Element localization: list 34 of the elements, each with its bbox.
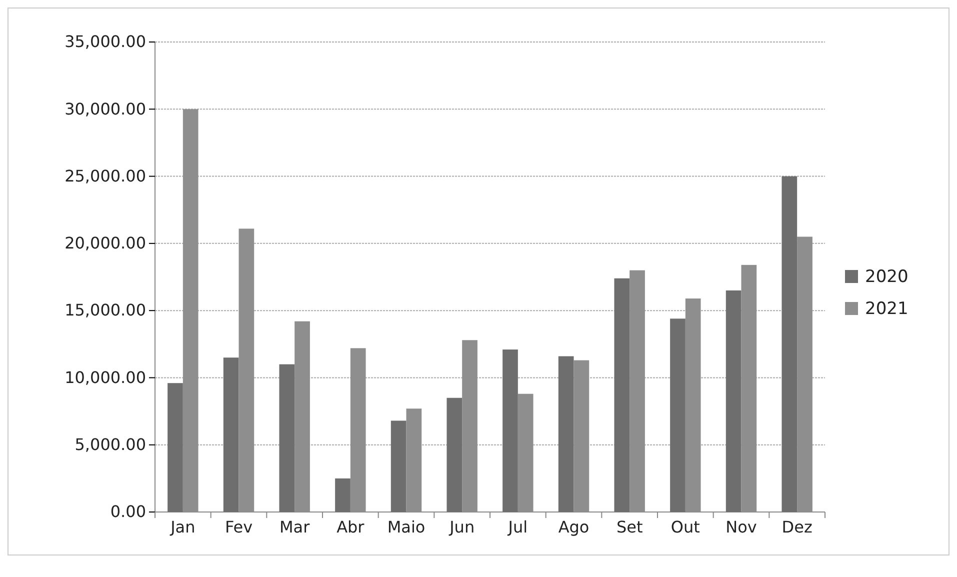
bar bbox=[335, 478, 350, 512]
y-tick-label: 0.00 bbox=[110, 502, 146, 522]
y-tick-label: 20,000.00 bbox=[64, 234, 146, 253]
x-tick-label: Dez bbox=[782, 518, 812, 537]
bar bbox=[558, 356, 574, 512]
bar bbox=[168, 383, 183, 512]
bar bbox=[223, 358, 239, 512]
y-tick-label: 5,000.00 bbox=[74, 434, 146, 454]
y-tick-label: 35,000.00 bbox=[64, 32, 146, 52]
bar bbox=[726, 290, 742, 512]
bar bbox=[446, 398, 462, 512]
x-tick-label: Jul bbox=[507, 518, 528, 537]
bar bbox=[390, 420, 406, 512]
bar bbox=[502, 350, 518, 512]
x-tick-label: Fev bbox=[224, 518, 253, 537]
legend-label: 2020 bbox=[865, 267, 908, 287]
bar bbox=[670, 318, 686, 512]
x-tick-label: Mar bbox=[279, 518, 310, 537]
x-tick-label: Set bbox=[616, 518, 643, 537]
y-tick-label: 15,000.00 bbox=[64, 300, 146, 320]
legend-label: 2021 bbox=[865, 299, 908, 319]
y-tick-label: 10,000.00 bbox=[64, 368, 146, 387]
x-tick-label: Ago bbox=[558, 518, 590, 537]
y-tick-label: 30,000.00 bbox=[64, 99, 146, 118]
bar bbox=[782, 176, 798, 512]
x-tick-label: Jan bbox=[170, 518, 196, 537]
bar bbox=[279, 364, 295, 512]
x-tick-label: Abr bbox=[336, 518, 365, 537]
y-tick-label: 25,000.00 bbox=[64, 166, 146, 186]
x-tick-label: Maio bbox=[387, 518, 426, 537]
x-tick-label: Out bbox=[670, 518, 700, 537]
x-tick-label: Nov bbox=[726, 518, 757, 537]
bar bbox=[614, 278, 630, 512]
x-tick-label: Jun bbox=[448, 518, 475, 537]
